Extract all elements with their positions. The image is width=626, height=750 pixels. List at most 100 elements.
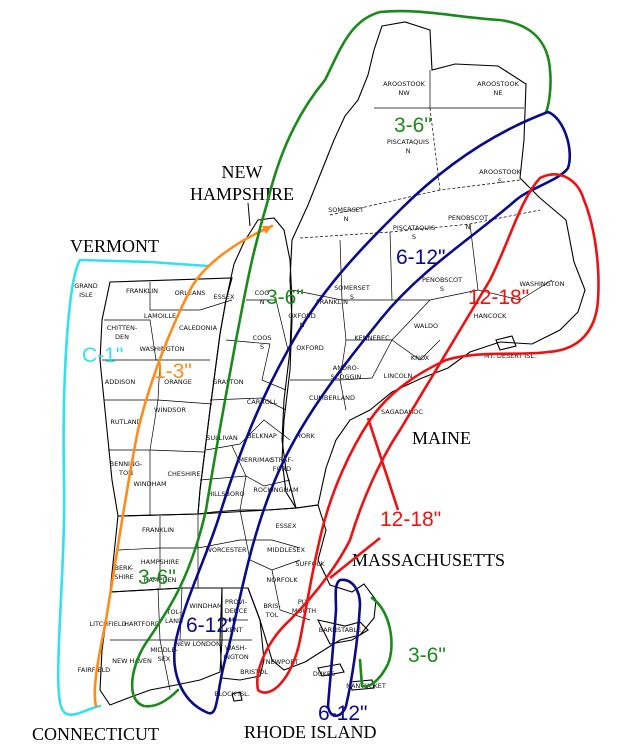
vermont-outline xyxy=(99,277,233,517)
county-label-middlesex-ct: MIDDLE-SEX xyxy=(150,646,178,663)
county-label-merrimac: MERRIMAC xyxy=(238,456,274,464)
county-label-hampshire: HAMPSHIRE xyxy=(141,558,179,566)
county-label-washington-ri: WASH-INGTON xyxy=(223,644,249,661)
maine-outline xyxy=(281,21,586,509)
county-label-middlesex-ma: MIDDLESEX xyxy=(267,546,305,554)
county-label-hartford: HARTFORD xyxy=(124,620,160,628)
band-label-cyan: C-1" xyxy=(82,344,123,367)
snow-band-labels: C-1" 1-3" 3-6" 3-6" 3-6" 3-6" 6-12" 6-12… xyxy=(82,114,529,725)
county-label-aroostook-ne: AROOSTOOK NE xyxy=(477,80,520,97)
county-label-washington-me: WASHINGTON xyxy=(519,280,564,288)
contour-red xyxy=(256,173,600,694)
county-label-washington-vt: WASHINGTON xyxy=(139,345,184,353)
contour-orange xyxy=(93,224,274,708)
state-label-massachusetts: MASSACHUSETTS xyxy=(352,550,505,570)
county-label-franklin-me: FRANKLIN xyxy=(316,298,348,306)
county-label-caledonia: CALEDONIA xyxy=(179,324,218,332)
band-label-green-cape: 3-6" xyxy=(408,644,446,667)
county-label-penobscot-n: PENOBSCOT N xyxy=(448,214,488,231)
county-label-york: YORK xyxy=(296,432,315,440)
county-label-bennington: BENNING-TON xyxy=(110,460,143,477)
county-label-somerset-s: SOMERSET S xyxy=(334,284,370,301)
county-label-oxford-s: OXFORD xyxy=(296,344,324,352)
county-label-barnstable: BARNSTABLE xyxy=(319,626,362,634)
county-label-sagadahoc: SAGADAHOC xyxy=(381,408,423,416)
county-label-norfolk: NORFOLK xyxy=(266,576,298,584)
band-label-green-me: 3-6" xyxy=(394,114,432,137)
county-label-hampden: HAMPDEN xyxy=(144,576,177,584)
county-label-piscataquis-n: PISCATAQUIS N xyxy=(387,138,429,155)
county-label-berkshire: BERK-SHIRE xyxy=(114,564,134,581)
state-label-maine: MAINE xyxy=(412,428,471,448)
county-label-rockingham: ROCKINGHAM xyxy=(253,486,298,494)
county-label-waldo: WALDO xyxy=(414,322,438,330)
band-label-green-ma: 3-6" xyxy=(138,566,176,589)
band-label-navy-ct: 6-12" xyxy=(186,614,236,637)
contour-cyan xyxy=(56,258,210,717)
county-label-rutland: RUTLAND xyxy=(110,418,141,426)
county-label-aroostook-nw: AROOSTOOK NW xyxy=(383,80,426,97)
orange-arrowhead xyxy=(262,226,272,234)
state-boundaries xyxy=(99,21,586,706)
county-label-plymouth: PLY-MOUTH xyxy=(292,598,316,615)
county-label-grand-isle: GRAND ISLE xyxy=(74,282,98,299)
new-hampshire-leader-line xyxy=(247,202,251,227)
county-label-orange: ORANGE xyxy=(164,378,192,386)
red-leader-up xyxy=(366,417,400,511)
nantucket-island xyxy=(349,679,375,691)
county-label-essex-vt: ESSEX xyxy=(214,293,235,301)
county-label-windham-vt: WINDHAM xyxy=(133,480,166,488)
cape-cod-outline xyxy=(316,619,369,645)
red-leader-down xyxy=(329,536,381,580)
county-label-bristol-ri: BRISTOL xyxy=(240,668,268,676)
state-label-connecticut: CONNECTICUT xyxy=(32,724,159,744)
county-label-bristol-ma: BRIS-TOL xyxy=(263,602,281,619)
county-label-essex-ma: ESSEX xyxy=(276,522,297,530)
county-label-kent: KENT xyxy=(225,626,242,634)
county-label-coos-s: COOS S xyxy=(253,334,272,351)
county-label-franklin-ma: FRANKLIN xyxy=(142,526,174,534)
band-label-navy-south: 6-12" xyxy=(318,702,368,725)
county-label-chittenden: CHITTEN-DEN xyxy=(107,324,138,341)
county-label-dukes: DUKES xyxy=(313,670,335,678)
band-label-navy-me: 6-12" xyxy=(396,246,446,269)
contour-navy-south xyxy=(326,578,362,718)
mt-desert-island xyxy=(495,335,517,351)
county-label-windham-ct: WINDHAM xyxy=(189,602,222,610)
county-label-orleans: ORLEANS xyxy=(175,289,206,297)
county-label-tolland: TOL-LAND xyxy=(165,608,183,625)
county-label-block-isl: BLOCK ISL. xyxy=(214,690,250,698)
county-label-lincoln: LINCOLN xyxy=(384,372,413,380)
county-label-piscataquis-s: PISCATAQUIS S xyxy=(393,224,435,241)
county-label-penobscot-s: PENOBSCOT S xyxy=(422,276,462,293)
county-label-kennebec: KENNEBEC xyxy=(354,334,390,342)
rhode-island-outline xyxy=(219,587,265,681)
county-label-somerset-n: SOMERSET N xyxy=(328,206,364,223)
county-label-strafford: STRAF-FORD xyxy=(271,456,295,473)
county-label-androscoggin: ANDRO-SCOGGIN xyxy=(331,364,362,381)
county-label-coos-n: COO N xyxy=(255,289,270,306)
snowfall-contours xyxy=(56,9,600,718)
state-label-vermont: VERMONT xyxy=(70,236,159,256)
county-label-worcester: WORCESTER xyxy=(205,546,247,554)
band-label-red-ma: 12-18" xyxy=(380,508,441,531)
county-label-sullivan: SULLIVAN xyxy=(206,434,238,442)
county-label-cheshire: CHESHIRE xyxy=(167,470,200,478)
band-label-green-nh: 3-6" xyxy=(266,286,304,309)
county-label-mt-desert: MT. DESERT ISL. xyxy=(484,352,536,360)
county-label-addison: ADDISON xyxy=(105,378,136,386)
county-label-hancock: HANCOCK xyxy=(474,312,507,320)
county-label-aroostook-s: AROOSTOOK S xyxy=(479,168,522,185)
county-label-new-london: NEW LONDON xyxy=(175,640,221,648)
county-labels: AROOSTOOK NW AROOSTOOK NE AROOSTOOK S PISCA… xyxy=(74,80,564,698)
contour-green-cape xyxy=(358,596,393,688)
county-label-suffolk: SUFFOLK xyxy=(295,560,325,568)
county-label-cumberland: CUMBERLAND xyxy=(309,394,355,402)
county-label-newport: NEWPORT xyxy=(266,658,298,666)
county-label-knox: KNOX xyxy=(411,354,430,362)
block-island xyxy=(231,691,243,702)
county-label-fairfield: FAIRFIELD xyxy=(78,666,110,674)
band-label-red-me: 12-18" xyxy=(468,286,529,309)
county-label-lamoille: LAMOILLE xyxy=(144,312,176,320)
